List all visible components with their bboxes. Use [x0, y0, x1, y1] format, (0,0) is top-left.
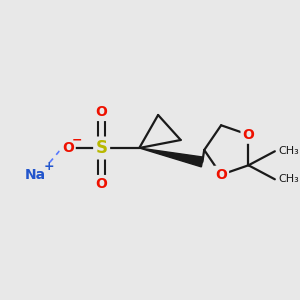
Text: O: O [215, 168, 227, 182]
Text: O: O [62, 141, 74, 155]
Text: −: − [72, 134, 83, 146]
Text: O: O [96, 105, 108, 119]
Text: CH₃: CH₃ [279, 146, 299, 156]
Text: O: O [96, 177, 108, 191]
Text: S: S [96, 139, 108, 157]
Text: +: + [44, 160, 54, 173]
Text: Na: Na [25, 168, 46, 182]
Polygon shape [139, 148, 203, 167]
Text: CH₃: CH₃ [279, 174, 299, 184]
Text: O: O [242, 128, 254, 142]
